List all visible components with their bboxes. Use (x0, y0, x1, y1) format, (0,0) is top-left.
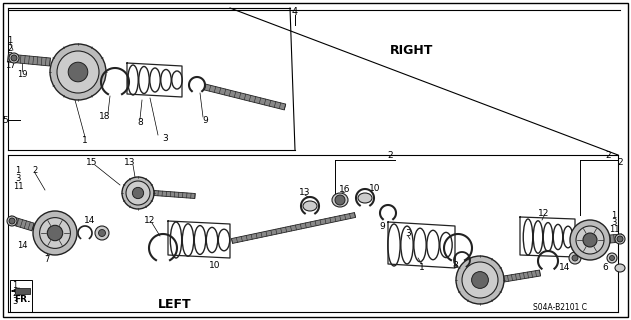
Polygon shape (15, 288, 30, 294)
Text: 14: 14 (85, 215, 96, 225)
Text: 1: 1 (15, 165, 21, 174)
Polygon shape (8, 54, 50, 66)
Text: 8: 8 (452, 260, 458, 269)
Circle shape (569, 252, 581, 264)
Circle shape (607, 253, 617, 263)
Circle shape (617, 236, 623, 242)
Text: 18: 18 (464, 269, 476, 278)
Text: 3: 3 (487, 275, 493, 284)
Text: 1: 1 (8, 36, 13, 44)
Text: 14: 14 (559, 263, 570, 273)
Text: 2: 2 (617, 157, 623, 166)
Text: 10: 10 (369, 183, 380, 193)
Circle shape (572, 255, 578, 261)
Circle shape (50, 44, 106, 100)
Text: 11: 11 (13, 181, 23, 190)
Text: 3: 3 (162, 133, 168, 142)
Circle shape (570, 220, 610, 260)
Circle shape (576, 226, 604, 254)
Circle shape (40, 218, 71, 248)
Text: 2: 2 (387, 150, 393, 159)
Circle shape (11, 55, 17, 61)
Circle shape (68, 62, 88, 82)
Text: 1: 1 (611, 211, 616, 220)
Text: 15: 15 (86, 157, 98, 166)
Text: 1: 1 (82, 135, 88, 145)
Text: 19: 19 (473, 259, 483, 268)
Text: 12: 12 (538, 209, 550, 218)
Ellipse shape (9, 53, 19, 63)
Ellipse shape (615, 234, 625, 244)
Text: 13: 13 (124, 157, 136, 166)
Text: 6: 6 (602, 263, 608, 273)
Text: 9: 9 (379, 221, 385, 230)
Text: 1: 1 (419, 262, 425, 271)
Bar (10, 280, 32, 312)
Text: 3: 3 (15, 173, 21, 182)
Text: 7: 7 (44, 254, 50, 263)
Circle shape (583, 233, 597, 247)
Ellipse shape (615, 264, 625, 272)
Circle shape (98, 229, 105, 236)
Text: 18: 18 (99, 111, 111, 121)
Text: 16: 16 (339, 185, 351, 194)
Text: LEFT: LEFT (158, 299, 192, 311)
Polygon shape (204, 84, 286, 110)
Circle shape (95, 226, 109, 240)
Polygon shape (610, 234, 622, 243)
Text: 2: 2 (8, 44, 13, 52)
Text: 5: 5 (2, 116, 8, 124)
Text: 14: 14 (17, 241, 27, 250)
Polygon shape (154, 190, 195, 198)
Text: 12: 12 (144, 215, 156, 225)
Text: S04A-B2101 C: S04A-B2101 C (533, 303, 587, 313)
Text: 8: 8 (137, 117, 143, 126)
Ellipse shape (332, 193, 348, 207)
Circle shape (462, 262, 498, 298)
Circle shape (9, 218, 15, 224)
Ellipse shape (358, 193, 372, 203)
Circle shape (610, 255, 615, 260)
Polygon shape (504, 270, 541, 282)
Circle shape (335, 195, 345, 205)
Circle shape (47, 225, 62, 241)
Text: 1: 1 (13, 281, 18, 290)
Text: 3: 3 (8, 52, 13, 60)
Text: 3: 3 (405, 228, 411, 237)
Text: 4: 4 (292, 7, 298, 17)
Text: 3: 3 (611, 218, 616, 227)
Circle shape (126, 181, 150, 205)
Text: 9: 9 (202, 116, 208, 124)
Ellipse shape (7, 216, 17, 226)
Circle shape (456, 256, 504, 304)
Text: 2: 2 (487, 268, 493, 277)
Ellipse shape (303, 201, 317, 211)
Text: 11: 11 (609, 225, 619, 234)
Circle shape (33, 211, 77, 255)
Text: 1: 1 (487, 262, 493, 271)
Text: 2: 2 (32, 165, 38, 174)
Text: 3: 3 (13, 297, 18, 306)
Circle shape (57, 51, 99, 93)
Text: 19: 19 (17, 69, 27, 78)
Text: 17: 17 (4, 60, 15, 69)
Text: 17: 17 (485, 281, 495, 290)
Polygon shape (9, 216, 34, 231)
Text: 13: 13 (299, 188, 310, 196)
Circle shape (122, 177, 154, 209)
Text: RIGHT: RIGHT (390, 44, 433, 57)
Text: 2: 2 (13, 289, 18, 298)
Polygon shape (232, 212, 355, 244)
Circle shape (133, 188, 144, 199)
Text: 10: 10 (209, 260, 221, 269)
Circle shape (471, 272, 488, 288)
Text: 2: 2 (605, 150, 611, 159)
Text: FR.: FR. (14, 295, 30, 305)
